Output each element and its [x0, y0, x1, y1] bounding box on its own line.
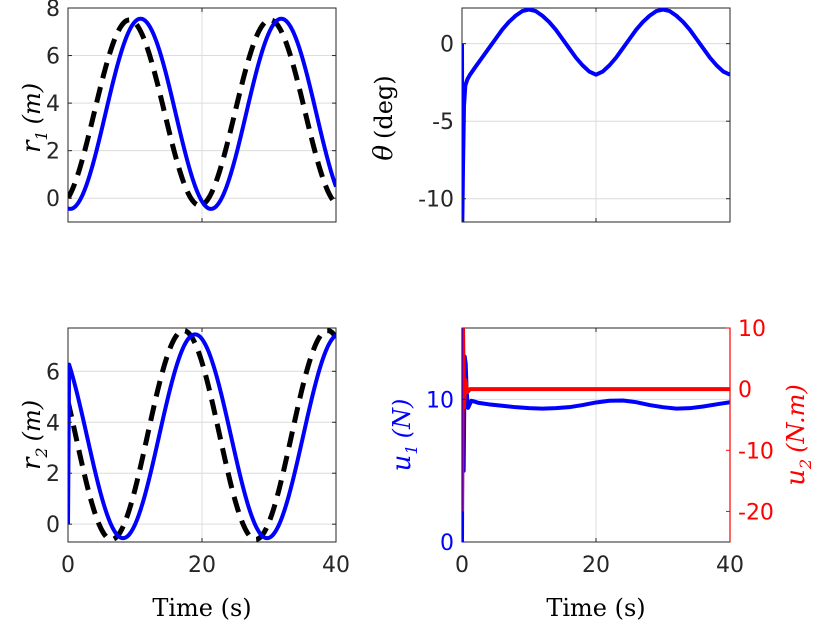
- theta-ylabel-main: θ: [369, 145, 399, 161]
- u-ylabel-right-main: u: [781, 469, 811, 486]
- u-ylabel-left-unit: (N): [388, 399, 416, 439]
- r2-series-actual-line: [68, 332, 336, 541]
- r2-ytick-label: 2: [46, 462, 60, 487]
- theta-ytick-label: -5: [432, 110, 454, 135]
- u-ytick-right-label: -10: [738, 439, 774, 464]
- u-ytick-right-label: 0: [738, 378, 752, 403]
- theta-series-actual-line: [462, 8, 730, 222]
- theta-ytick-label: 0: [440, 33, 454, 58]
- r1-ylabel-sub: 1: [32, 130, 51, 140]
- panel-r1: 0 2 4 6 8 r1 (m): [17, 0, 337, 223]
- r2-ylabel-main: r: [17, 456, 47, 470]
- u-ylabel-left-main: u: [387, 455, 417, 472]
- theta-ylabel: θ (deg): [369, 75, 399, 160]
- u-xtick-label: 40: [716, 553, 744, 578]
- r1-ytick-label: 0: [46, 187, 60, 212]
- r1-ylabel-main: r: [17, 139, 47, 153]
- r1-ytick-label: 4: [46, 92, 60, 117]
- r2-ylabel-unit: (m): [18, 400, 46, 441]
- r1-ytick-label: 2: [46, 140, 60, 165]
- r2-ytick-label: 0: [46, 513, 60, 538]
- r1-ylabel: r1 (m): [17, 83, 51, 153]
- u-ytick-label: 0: [440, 531, 454, 556]
- r2-series: [68, 328, 336, 542]
- panel-theta: -10 -5 0 θ (deg): [369, 7, 731, 223]
- r2-xtick-label: 0: [61, 553, 75, 578]
- u-series-u2-line: [462, 328, 730, 512]
- u-ylabel-right: u2 (N.m): [781, 384, 815, 486]
- u-ylabel-right-sub: 2: [796, 459, 815, 470]
- theta-series: [462, 8, 730, 222]
- r1-ytick-label: 8: [46, 0, 60, 22]
- r2-ytick-label: 6: [46, 360, 60, 385]
- r1-series-actual-line: [68, 16, 336, 211]
- u-ylabel-left: u1 (N): [387, 399, 421, 472]
- r1-series: [68, 16, 336, 211]
- r1-ticks: 0 2 4 6 8: [46, 0, 337, 222]
- u-ytick-right-label: 10: [738, 317, 766, 342]
- r2-ylabel: r2 (m): [17, 400, 51, 470]
- theta-ytick-label: -10: [418, 188, 454, 213]
- r2-xlabel: Time (s): [152, 594, 251, 622]
- r2-ticks: 0 20 40 0 2 4 6: [46, 328, 350, 578]
- u-ytick-right-label: -20: [738, 500, 774, 525]
- u-xtick-label: 0: [455, 553, 469, 578]
- u-xlabel: Time (s): [546, 594, 645, 622]
- u-grid: [462, 328, 730, 542]
- r2-xtick-label: 40: [322, 553, 350, 578]
- u-series: [462, 328, 730, 542]
- u-xtick-label: 20: [582, 553, 610, 578]
- u-ylabel-right-unit: (N.m): [782, 384, 810, 453]
- theta-grid: [462, 8, 730, 222]
- r1-grid: [68, 8, 336, 222]
- theta-ticks: -10 -5 0: [418, 8, 731, 222]
- r2-ylabel-sub: 2: [32, 447, 51, 458]
- r1-series-reference-line: [68, 17, 336, 208]
- r2-xtick-label: 20: [188, 553, 216, 578]
- r1-ylabel-unit: (m): [18, 83, 46, 124]
- u-ticks: 0 20 40 0 10 -20 -10 0 10: [426, 317, 774, 578]
- u-ylabel-left-sub: 1: [402, 444, 421, 454]
- r2-series-reference-line: [68, 328, 336, 542]
- theta-ylabel-unit: (deg): [370, 75, 398, 139]
- r1-ytick-label: 6: [46, 45, 60, 70]
- u-ytick-label: 10: [426, 388, 454, 413]
- r2-ytick-label: 4: [46, 411, 60, 436]
